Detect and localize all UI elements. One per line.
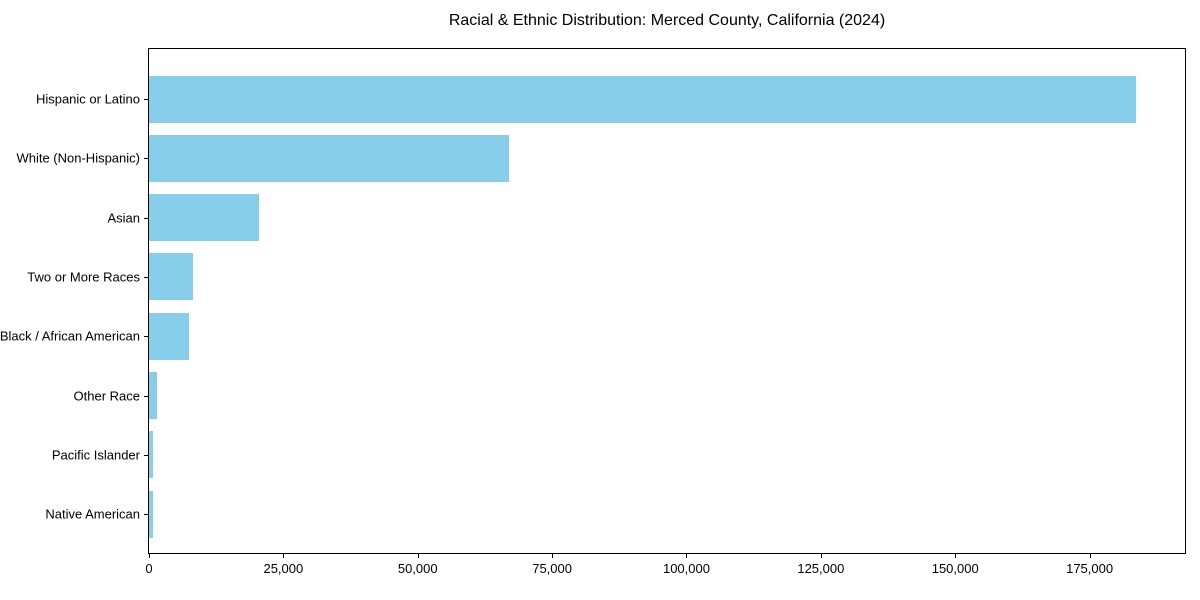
y-tick-label-asian: Asian <box>107 210 140 226</box>
x-tick-mark-100-000 <box>686 554 688 558</box>
bar-row-asian: Asian <box>107 194 1185 242</box>
bar-row-native-american: Native American <box>45 490 1185 538</box>
x-tick-mark-50-000 <box>417 554 419 558</box>
bar-hispanic-or-latino <box>149 75 1136 123</box>
bar-row-other-race: Other Race <box>74 372 1185 419</box>
bar-row-hispanic-or-latino: Hispanic or Latino <box>36 75 1185 123</box>
chart-title: Racial & Ethnic Distribution: Merced Cou… <box>448 12 886 29</box>
x-tick-label-0: 0 <box>145 561 153 576</box>
y-tick-mark <box>144 276 148 278</box>
bar-asian <box>149 194 259 242</box>
x-tick-label-75-000: 75,000 <box>532 561 572 576</box>
y-tick-mark <box>144 99 148 100</box>
bar-row-white-non-hispanic: White (Non-Hispanic) <box>16 134 1185 182</box>
bar-black-african-american <box>149 312 189 360</box>
x-tick-mark-125-000 <box>820 554 822 558</box>
plot-area: Hispanic or Latino White (Non-Hispanic) As… <box>0 48 1186 576</box>
y-tick-label-other-race: Other Race <box>73 388 140 403</box>
y-tick-label-pacific-islander: Pacific Islander <box>51 447 140 463</box>
bar-pacific-islander <box>149 431 154 479</box>
y-tick-mark <box>144 395 148 397</box>
y-tick-label-two-or-more-races: Two or More Races <box>27 269 140 285</box>
y-tick-mark <box>144 336 148 338</box>
bar-row-two-or-more-races: Two or More Races <box>27 253 1185 301</box>
bar-row-pacific-islander: Pacific Islander <box>52 431 1185 479</box>
x-tick-mark-75-000 <box>552 554 554 558</box>
y-tick-mark <box>144 514 148 516</box>
bar-white-non-hispanic <box>149 134 510 182</box>
x-tick-label-25-000: 25,000 <box>263 561 304 576</box>
x-tick-label-100-000: 100,000 <box>662 561 710 576</box>
bar-row-black-african-american: Black / African American <box>0 312 1185 360</box>
x-tick-mark-25-000 <box>283 554 285 558</box>
y-tick-mark <box>144 454 148 456</box>
x-tick-label-175-000: 175,000 <box>1066 561 1114 576</box>
y-tick-label-hispanic-or-latino: Hispanic or Latino <box>35 91 140 107</box>
y-tick-mark <box>144 217 148 219</box>
y-tick-mark <box>144 158 148 160</box>
y-tick-label-black-african-american: Black / African American <box>0 328 140 344</box>
bar-native-american <box>149 490 153 538</box>
bar-other-race <box>149 372 157 419</box>
x-tick-mark-175-000 <box>1089 554 1091 558</box>
y-tick-label-white-non-hispanic: White (Non-Hispanic) <box>16 150 140 166</box>
bar-two-or-more-races <box>149 253 194 301</box>
x-tick-label-125-000: 125,000 <box>797 561 845 576</box>
x-tick-label-150-000: 150,000 <box>931 561 979 576</box>
x-tick-mark-150-000 <box>955 554 957 558</box>
x-tick-label-50-000: 50,000 <box>397 561 438 576</box>
x-tick-mark-0 <box>149 554 150 558</box>
y-tick-label-native-american: Native American <box>45 506 140 522</box>
